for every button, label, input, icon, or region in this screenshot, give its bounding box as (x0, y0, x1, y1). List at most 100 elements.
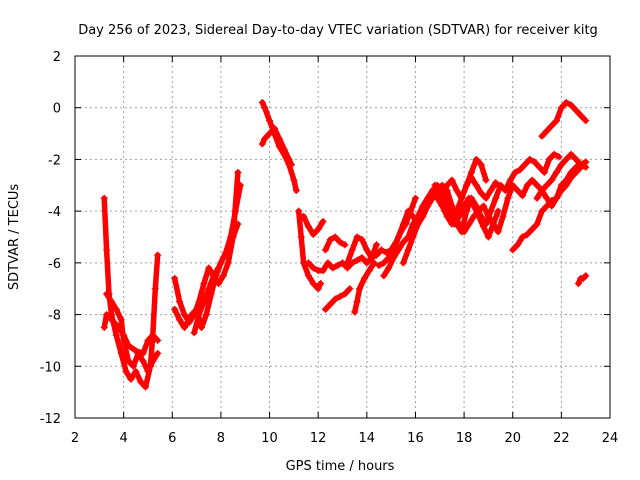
data-point (314, 285, 322, 293)
data-series (100, 99, 590, 391)
data-point (261, 135, 269, 143)
data-point (214, 264, 222, 272)
data-point (577, 111, 585, 119)
data-point (557, 104, 565, 112)
data-point (149, 357, 157, 365)
data-point (548, 176, 556, 184)
data-point (341, 241, 349, 249)
data-point (326, 236, 334, 244)
data-point (363, 259, 371, 267)
data-point (295, 207, 303, 215)
data-point (341, 290, 349, 298)
data-point (120, 331, 128, 339)
data-point (518, 192, 526, 200)
data-point (582, 272, 590, 280)
x-tick-label: 8 (217, 431, 225, 446)
data-point (472, 181, 480, 189)
x-tick-label: 12 (310, 431, 327, 446)
data-point (557, 186, 565, 194)
series-line-s4 (171, 169, 241, 326)
data-point (219, 254, 227, 262)
data-point (309, 280, 317, 288)
data-point (385, 264, 393, 272)
data-point (545, 155, 553, 163)
data-point (224, 246, 232, 254)
data-point (353, 233, 361, 241)
data-point (103, 246, 111, 254)
data-point (538, 132, 546, 140)
data-point (414, 220, 422, 228)
data-point (399, 220, 407, 228)
data-point (489, 220, 497, 228)
data-point (463, 181, 471, 189)
data-point (553, 117, 560, 125)
data-point (441, 194, 449, 202)
data-point (154, 251, 162, 259)
data-point (409, 233, 417, 241)
data-point (321, 246, 329, 254)
x-tick-label: 14 (359, 431, 376, 446)
series-line-s2 (103, 291, 161, 375)
data-point (450, 220, 458, 228)
data-point (480, 223, 488, 231)
data-point (497, 181, 505, 189)
data-point (399, 259, 407, 267)
data-point (103, 311, 111, 319)
data-point (122, 367, 130, 375)
data-point (236, 181, 244, 189)
data-point (540, 168, 548, 176)
series-line-s21 (509, 159, 589, 253)
data-point (404, 207, 412, 215)
data-point (139, 357, 147, 365)
data-point (477, 161, 485, 169)
data-point (285, 155, 293, 163)
data-point (553, 194, 560, 202)
data-point (555, 153, 563, 161)
data-point (202, 311, 210, 319)
data-point (482, 176, 490, 184)
data-point (188, 311, 196, 319)
data-point (348, 246, 356, 254)
data-point (304, 223, 312, 231)
data-point (509, 181, 517, 189)
data-point (499, 212, 507, 220)
data-point (232, 207, 239, 215)
grid (75, 56, 610, 418)
data-point (480, 202, 488, 210)
data-point (428, 194, 436, 202)
data-point (514, 241, 522, 249)
y-tick-label: -8 (48, 309, 61, 324)
data-point (501, 186, 509, 194)
data-point (304, 272, 312, 280)
data-point (399, 238, 407, 246)
data-point (533, 220, 541, 228)
data-point (180, 324, 188, 331)
data-point (465, 220, 473, 228)
x-tick-label: 22 (553, 431, 570, 446)
data-point (484, 212, 492, 220)
data-point (492, 179, 500, 187)
data-point (375, 261, 383, 269)
data-point (470, 202, 478, 210)
data-point (460, 202, 468, 210)
data-point (358, 254, 366, 262)
data-point (550, 150, 558, 158)
data-point (137, 378, 145, 386)
data-point (336, 238, 344, 246)
data-point (360, 274, 368, 282)
data-point (582, 117, 590, 125)
data-point (475, 212, 483, 220)
data-point (574, 280, 582, 288)
data-point (492, 194, 500, 202)
data-point (538, 207, 546, 215)
data-point (117, 316, 125, 324)
data-point (234, 168, 242, 176)
data-point (210, 272, 218, 280)
y-tick-label: 2 (53, 50, 61, 65)
data-point (377, 246, 385, 254)
data-point (100, 194, 108, 202)
series-line-s20 (441, 195, 501, 240)
data-point (117, 349, 125, 357)
